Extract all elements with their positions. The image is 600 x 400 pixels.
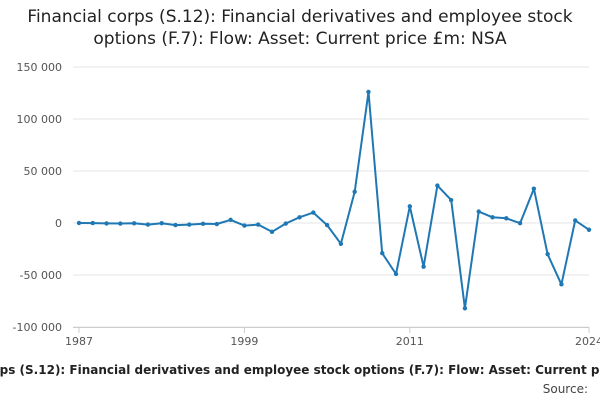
footer-caption: Financial corps (S.12): Financial deriva… xyxy=(0,363,600,381)
data-point xyxy=(283,221,288,226)
data-point xyxy=(200,221,206,227)
y-tick-label: 0 xyxy=(55,217,62,230)
x-tick-label: 1987 xyxy=(65,335,93,348)
x-tick-label: 2011 xyxy=(396,335,424,348)
chart-title: Financial corps (S.12): Financial deriva… xyxy=(27,7,573,49)
y-tick-label: 150 000 xyxy=(17,61,63,74)
y-tick-label: -50 000 xyxy=(20,269,62,282)
data-point xyxy=(255,222,261,227)
footer-caption-text: Financial corps (S.12): Financial deriva… xyxy=(0,363,600,377)
x-axis: 1987 1999 2011 2024 xyxy=(65,327,600,348)
data-point xyxy=(187,222,192,227)
data-point xyxy=(131,221,137,226)
y-tick-label: -100 000 xyxy=(13,321,62,334)
data-point xyxy=(242,223,247,228)
source-label: Source: xyxy=(542,382,588,396)
data-point xyxy=(214,221,220,227)
data-point xyxy=(104,221,109,226)
data-point xyxy=(173,222,178,228)
series-line xyxy=(78,91,590,310)
data-point xyxy=(338,241,344,246)
data-point xyxy=(517,221,523,226)
x-tick-label: 1999 xyxy=(230,335,258,348)
data-point xyxy=(297,215,302,220)
data-point xyxy=(269,229,275,235)
data-point xyxy=(476,209,481,214)
data-point xyxy=(118,221,123,226)
data-point xyxy=(90,220,95,226)
data-point xyxy=(76,220,82,226)
line-chart: 150 000 100 000 50 000 0 -50 000 -100 000 198… xyxy=(13,61,600,348)
data-point xyxy=(380,250,385,256)
data-point xyxy=(393,271,399,277)
y-tick-label: 50 000 xyxy=(24,165,63,178)
data-point xyxy=(324,222,330,228)
data-point xyxy=(448,197,454,203)
gridlines xyxy=(73,66,589,328)
data-point xyxy=(504,216,509,221)
data-point xyxy=(545,252,550,257)
data-point xyxy=(559,282,564,287)
data-point xyxy=(435,183,440,188)
data-point xyxy=(586,227,592,232)
data-point xyxy=(311,210,316,215)
data-point xyxy=(531,186,537,191)
series-line-path xyxy=(78,91,590,310)
data-points xyxy=(76,89,592,311)
data-point xyxy=(145,222,151,227)
data-point xyxy=(159,221,164,226)
data-point xyxy=(462,306,468,311)
data-point xyxy=(573,218,578,223)
y-axis-tick-labels: 150 000 100 000 50 000 0 -50 000 -100 000 xyxy=(13,61,62,334)
data-point xyxy=(228,217,233,223)
y-tick-label: 100 000 xyxy=(17,113,63,126)
x-tick-label: 2024 xyxy=(575,335,600,348)
data-point xyxy=(407,204,413,209)
data-point xyxy=(352,189,357,194)
data-point xyxy=(421,264,426,269)
data-point xyxy=(366,89,371,95)
data-point xyxy=(490,215,495,220)
